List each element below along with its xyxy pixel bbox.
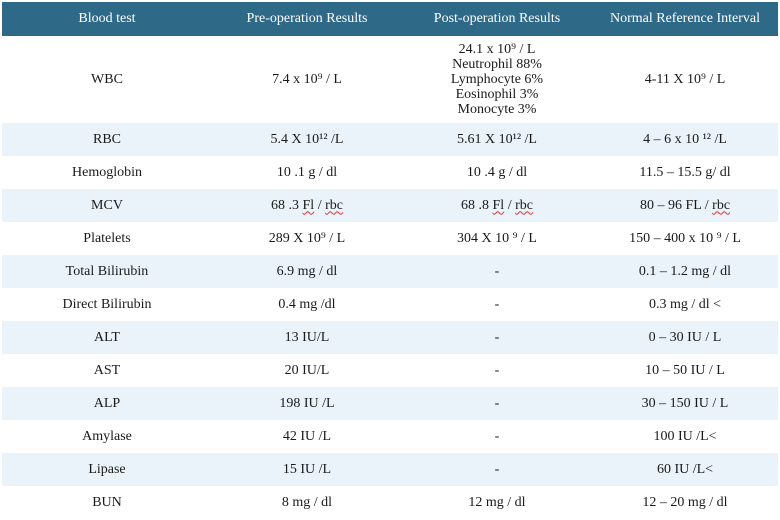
cell-pre: 42 IU /L: [212, 420, 402, 453]
cell-test: AST: [2, 354, 212, 387]
cell-normal: 11.5 – 15.5 g/ dl: [592, 156, 778, 189]
cell-pre: 6.9 mg / dl: [212, 255, 402, 288]
cell-normal: 0.1 – 1.2 mg / dl: [592, 255, 778, 288]
cell-normal: 4-11 X 10⁹ / L: [592, 36, 778, 123]
cell-pre: 289 X 10⁹ / L: [212, 222, 402, 255]
cell-pre: 10 .1 g / dl: [212, 156, 402, 189]
cell-post: -: [402, 288, 592, 321]
cell-test: Lipase: [2, 453, 212, 486]
cell-normal: 4 – 6 x 10 ¹² /L: [592, 123, 778, 156]
cell-pre: 20 IU/L: [212, 354, 402, 387]
header-post-operation: Post-operation Results: [402, 2, 592, 36]
cell-post: -: [402, 387, 592, 420]
cell-pre: 13 IU/L: [212, 321, 402, 354]
table-row: ALP 198 IU /L -30 – 150 IU / L: [2, 387, 778, 420]
table-row: Hemoglobin 10 .1 g / dl 10 .4 g / dl 11.5 –…: [2, 156, 778, 189]
table-row: BUN 8 mg / dl 12 mg / dl 12 – 20 mg / dl: [2, 486, 778, 519]
table-row-wbc: WBC 7.4 x 10⁹ / L 24.1 x 10⁹ / L Neutrop…: [2, 36, 778, 123]
cell-pre: 5.4 X 10¹² /L: [212, 123, 402, 156]
cell-post: -: [402, 321, 592, 354]
cell-normal: 100 IU /L<: [592, 420, 778, 453]
table-row: MCV 68 .3 Fl / rbc 68 .8 Fl / rbc 80 – 96 F…: [2, 189, 778, 222]
cell-test: MCV: [2, 189, 212, 222]
cell-test: Hemoglobin: [2, 156, 212, 189]
header-blood-test: Blood test: [2, 2, 212, 36]
cell-post: -: [402, 354, 592, 387]
wbc-post-eosinophil: Eosinophil 3%: [455, 87, 539, 102]
cell-post: 304 X 10 ⁹ / L: [402, 222, 592, 255]
table-row: Platelets 289 X 10⁹ / L 304 X 10 ⁹ / L 150 …: [2, 222, 778, 255]
cell-post: 12 mg / dl: [402, 486, 592, 519]
cell-test: WBC: [2, 36, 212, 123]
cell-normal: 60 IU /L<: [592, 453, 778, 486]
table-row: Amylase 42 IU /L -100 IU /L<: [2, 420, 778, 453]
cell-test: ALP: [2, 387, 212, 420]
wbc-post-neutrophil: Neutrophil 88%: [452, 57, 542, 72]
cell-pre: 15 IU /L: [212, 453, 402, 486]
cell-normal: 12 – 20 mg / dl: [592, 486, 778, 519]
header-pre-operation: Pre-operation Results: [212, 2, 402, 36]
cell-normal: 0.3 mg / dl <: [592, 288, 778, 321]
table-row: RBC 5.4 X 10¹² /L 5.61 X 10¹² /L 4 – 6 x 10…: [2, 123, 778, 156]
cell-normal: 0 – 30 IU / L: [592, 321, 778, 354]
cell-post: 5.61 X 10¹² /L: [402, 123, 592, 156]
cell-pre: 68 .3 Fl / rbc: [212, 189, 402, 222]
cell-normal: 80 – 96 FL / rbc: [592, 189, 778, 222]
wbc-post-lymphocyte: Lymphocyte 6%: [450, 72, 544, 87]
cell-pre: 8 mg / dl: [212, 486, 402, 519]
cell-post: 10 .4 g / dl: [402, 156, 592, 189]
cell-post: 24.1 x 10⁹ / L Neutrophil 88% Lymphocyte…: [402, 36, 592, 123]
header-normal-reference: Normal Reference Interval: [592, 2, 778, 36]
table-body: WBC 7.4 x 10⁹ / L 24.1 x 10⁹ / L Neutrop…: [2, 36, 778, 519]
wbc-post-total: 24.1 x 10⁹ / L: [458, 42, 536, 57]
table-row: AST 20 IU/L -10 – 50 IU / L: [2, 354, 778, 387]
cell-test: ALT: [2, 321, 212, 354]
cell-pre: 0.4 mg /dl: [212, 288, 402, 321]
cell-test: Platelets: [2, 222, 212, 255]
cell-normal: 30 – 150 IU / L: [592, 387, 778, 420]
cell-post: -: [402, 420, 592, 453]
header-row: Blood test Pre-operation Results Post-op…: [2, 2, 778, 36]
table-row: ALT 13 IU/L -0 – 30 IU / L: [2, 321, 778, 354]
cell-post: -: [402, 255, 592, 288]
cell-normal: 10 – 50 IU / L: [592, 354, 778, 387]
cell-test: Amylase: [2, 420, 212, 453]
table-row: Lipase 15 IU /L -60 IU /L<: [2, 453, 778, 486]
table-header: Blood test Pre-operation Results Post-op…: [2, 2, 778, 36]
cell-post: 68 .8 Fl / rbc: [402, 189, 592, 222]
cell-test: Total Bilirubin: [2, 255, 212, 288]
table-row: Direct Bilirubin 0.4 mg /dl -0.3 mg / dl <: [2, 288, 778, 321]
cell-normal: 150 – 400 x 10 ⁹ / L: [592, 222, 778, 255]
cell-test: Direct Bilirubin: [2, 288, 212, 321]
cell-pre: 7.4 x 10⁹ / L: [212, 36, 402, 123]
cell-post: -: [402, 453, 592, 486]
cell-test: BUN: [2, 486, 212, 519]
wbc-post-monocyte: Monocyte 3%: [457, 102, 537, 117]
cell-test: RBC: [2, 123, 212, 156]
cell-pre: 198 IU /L: [212, 387, 402, 420]
table-row: Total Bilirubin 6.9 mg / dl -0.1 – 1.2 mg …: [2, 255, 778, 288]
